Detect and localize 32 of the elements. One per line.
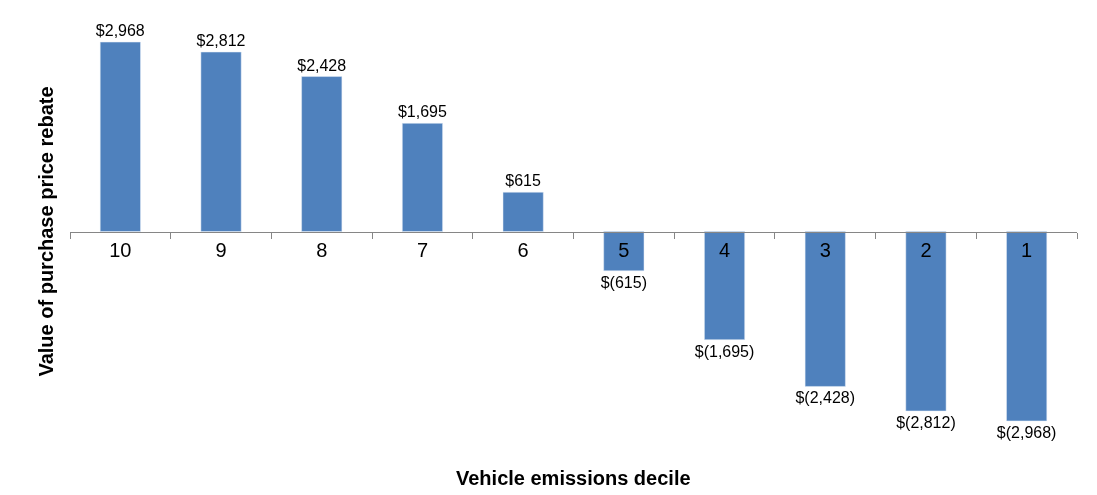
data-label: $(2,812) xyxy=(896,413,956,431)
x-tick-label: 1 xyxy=(1021,238,1033,261)
bar xyxy=(905,231,947,412)
data-label: $(2,968) xyxy=(996,423,1057,441)
data-label: $(1,695) xyxy=(694,342,755,360)
data-label: $2,428 xyxy=(297,56,347,74)
bar xyxy=(301,76,343,232)
bar xyxy=(804,231,846,387)
bar xyxy=(402,123,443,232)
data-label: $(2,428) xyxy=(795,389,856,407)
x-tick-label: 9 xyxy=(215,238,227,261)
x-tick-label: 2 xyxy=(920,238,932,261)
data-label: $615 xyxy=(505,172,541,190)
bar xyxy=(200,51,242,232)
x-tick-label: 4 xyxy=(718,238,731,261)
bar xyxy=(603,231,645,271)
x-tick-label: 6 xyxy=(517,238,529,261)
x-tick-label: 5 xyxy=(618,238,630,261)
x-tick-label: 3 xyxy=(819,238,831,261)
y-axis-title: Value of purchase price rebate xyxy=(34,86,57,377)
data-label: $(615) xyxy=(600,273,647,291)
x-tick-label: 8 xyxy=(316,238,328,261)
data-label: $2,968 xyxy=(95,22,145,40)
data-label: $2,812 xyxy=(196,32,246,50)
bar xyxy=(99,41,141,232)
x-tick-label: 10 xyxy=(109,238,132,261)
bar xyxy=(502,192,544,232)
x-tick-label: 7 xyxy=(416,238,429,261)
x-axis-title: Vehicle emissions decile xyxy=(456,467,691,489)
data-label: $1,695 xyxy=(397,103,447,121)
bar xyxy=(1006,231,1048,422)
bar xyxy=(704,231,745,340)
